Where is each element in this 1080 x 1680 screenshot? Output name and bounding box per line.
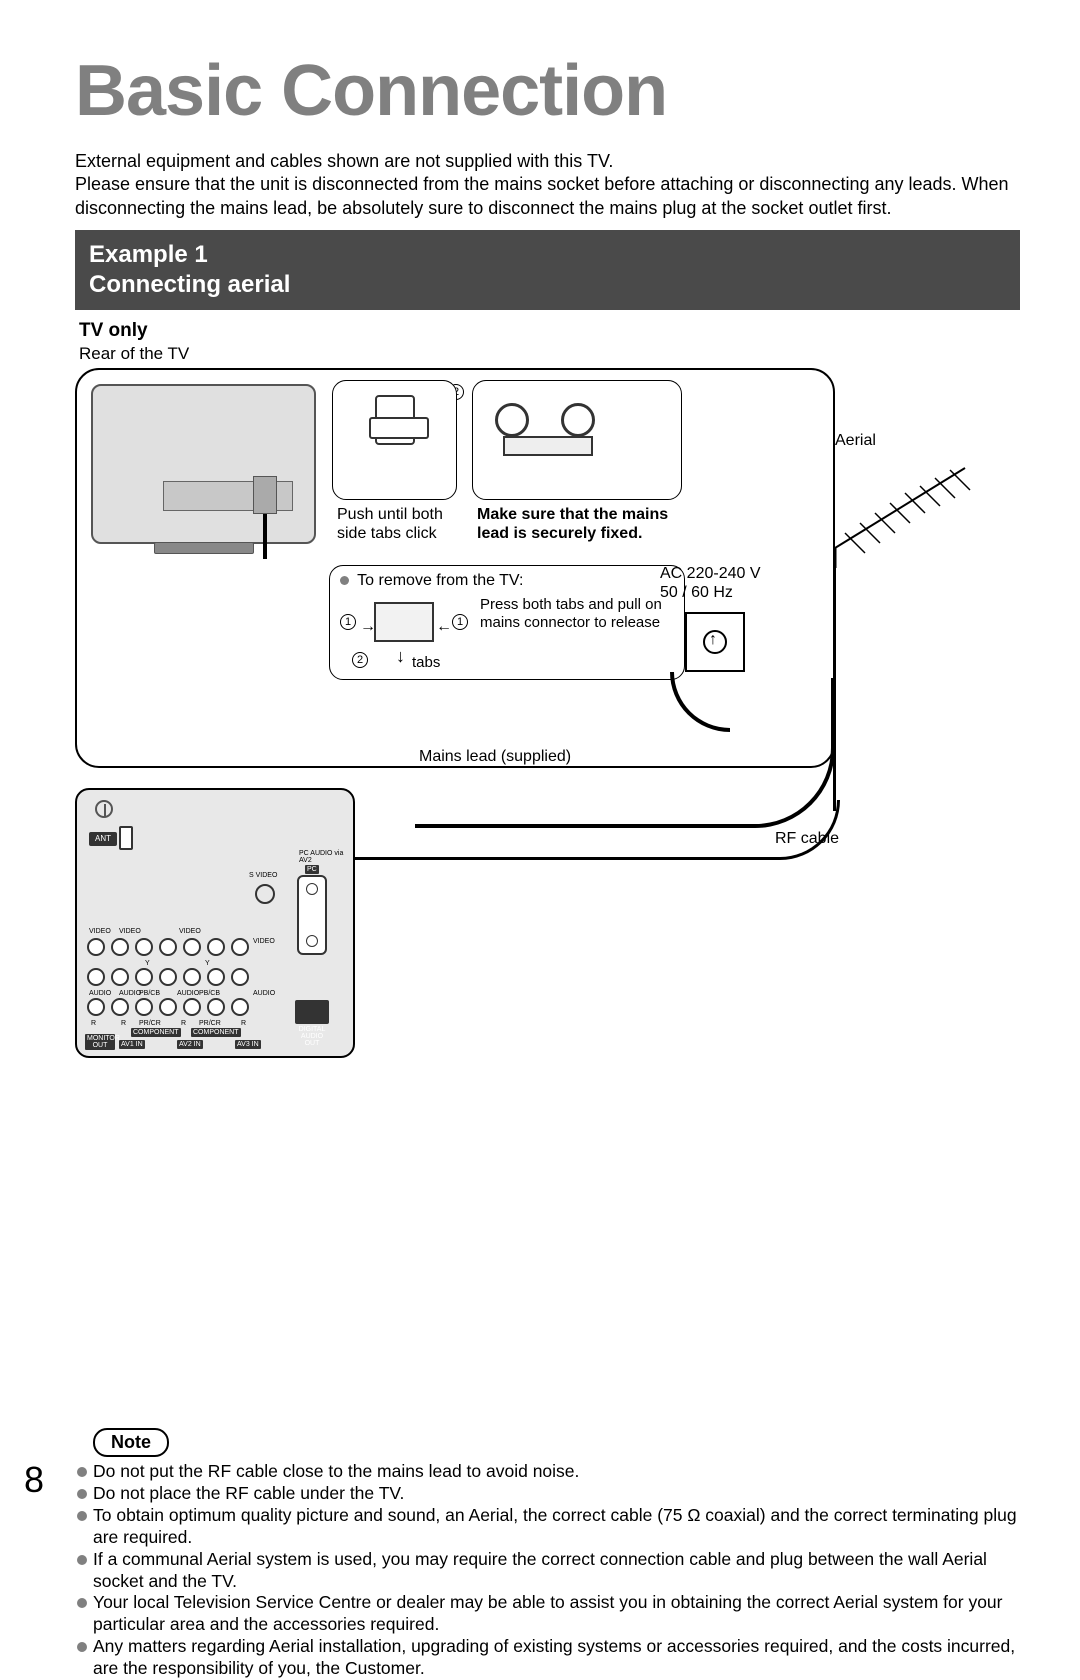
digital-out-icon (295, 1000, 329, 1024)
ant-label: ANT (89, 832, 117, 846)
monitor-out-label: MONITOR OUT (85, 1034, 115, 1050)
note-item: Do not put the RF cable close to the mai… (75, 1461, 1020, 1483)
ac-label: AC 220-240 V 50 / 60 Hz (660, 564, 761, 602)
component-label-1: COMPONENT (131, 1028, 181, 1037)
note-item: If a communal Aerial system is used, you… (75, 1549, 1020, 1593)
power-outlet-icon (685, 612, 745, 672)
rear-label: Rear of the TV (79, 344, 1020, 364)
ports-panel: ANT PC AUDIO via AV2 PC S VIDEO VIDEO VI… (75, 788, 355, 1058)
diagram-area: 1 2 Push until both side tabs click Make… (75, 368, 1020, 1068)
screw-left-icon (495, 403, 529, 437)
ant-jack-icon (119, 826, 133, 850)
page-number: 8 (24, 1459, 44, 1501)
bullet-icon (340, 576, 349, 585)
aerial-icon (815, 448, 985, 568)
audio-label-4: AUDIO (253, 990, 275, 997)
instruction-2-box (472, 380, 682, 500)
note-item: Your local Television Service Centre or … (75, 1592, 1020, 1636)
intro-text: External equipment and cables shown are … (75, 150, 1020, 220)
tv-rear-drawing (91, 384, 316, 544)
arrow-right-icon: ← (436, 618, 452, 636)
pc-port-icon (297, 875, 327, 955)
press-text: Press both tabs and pull on mains connec… (480, 596, 680, 632)
jack-row-2 (87, 968, 249, 986)
instruction-1-caption: Push until both side tabs click (337, 506, 467, 543)
rf-cable-label: RF cable (775, 830, 839, 848)
remove-heading: To remove from the TV: (357, 572, 523, 589)
instruction-1-box (332, 380, 457, 500)
tv-stand (154, 542, 254, 554)
circled-1c: 1 (452, 614, 468, 630)
note-list: Do not put the RF cable close to the mai… (75, 1461, 1020, 1680)
svideo-label: S VIDEO (249, 872, 277, 879)
av2-label: AV2 IN (177, 1040, 203, 1049)
pbcb-label-1: PB/CB (139, 990, 160, 997)
r-label-3: R (181, 1020, 186, 1027)
video-label-1: VIDEO (89, 928, 111, 935)
push-tabs-icon (375, 395, 415, 445)
note-item: Do not place the RF cable under the TV. (75, 1483, 1020, 1505)
component-label-2: COMPONENT (191, 1028, 241, 1037)
svideo-jack-icon (255, 884, 275, 904)
video-label-4: VIDEO (253, 938, 275, 945)
av3-label: AV3 IN (235, 1040, 261, 1049)
note-section: Note Do not put the RF cable close to th… (75, 1428, 1020, 1680)
y-label-2: Y (205, 960, 210, 967)
pbcb-label-2: PB/CB (199, 990, 220, 997)
screw-icon (95, 800, 113, 818)
jack-row-1 (87, 938, 249, 956)
plug-icon (703, 630, 727, 654)
prcr-label-1: PR/CR (139, 1020, 161, 1027)
connector-icon (374, 602, 434, 642)
video-label-2: VIDEO (119, 928, 141, 935)
r-label-2: R (121, 1020, 126, 1027)
circled-2b: 2 (352, 652, 368, 668)
mains-lead-label: Mains lead (supplied) (415, 748, 575, 766)
remove-instruction-box: To remove from the TV: 1 → ← 1 2 ↓ tabs … (329, 565, 685, 680)
jack-row-3 (87, 998, 249, 1016)
pc-label: PC (305, 865, 319, 874)
example-line1: Example 1 (89, 240, 1006, 270)
arrow-down-icon: ↓ (396, 646, 405, 667)
note-item: Any matters regarding Aerial installatio… (75, 1636, 1020, 1680)
page-title: Basic Connection (75, 50, 1020, 132)
tv-cable-down (263, 514, 267, 559)
instruction-2-caption: Make sure that the mains lead is securel… (477, 506, 687, 543)
example-header: Example 1 Connecting aerial (75, 230, 1020, 310)
av1-label: AV1 IN (119, 1040, 145, 1049)
pc-audio-label: PC AUDIO via AV2 (299, 850, 353, 864)
screw-right-icon (561, 403, 595, 437)
y-label-1: Y (145, 960, 150, 967)
audio-label-1: AUDIO (89, 990, 111, 997)
example-line2: Connecting aerial (89, 270, 1006, 300)
video-label-3: VIDEO (179, 928, 201, 935)
audio-label-3: AUDIO (177, 990, 199, 997)
circled-1b: 1 (340, 614, 356, 630)
audio-label-2: AUDIO (119, 990, 141, 997)
digital-out-label: DIGITAL AUDIO OUT (295, 1026, 329, 1047)
r-label-1: R (91, 1020, 96, 1027)
note-pill: Note (93, 1428, 169, 1457)
bracket-icon (503, 436, 593, 456)
tabs-label: tabs (412, 654, 440, 671)
prcr-label-2: PR/CR (199, 1020, 221, 1027)
r-label-4: R (241, 1020, 246, 1027)
rf-cable-vertical (833, 558, 836, 811)
remove-diagram: 1 → ← 1 2 ↓ (340, 596, 460, 671)
subheading: TV only (79, 320, 1020, 342)
tv-rear-slot (253, 476, 277, 514)
